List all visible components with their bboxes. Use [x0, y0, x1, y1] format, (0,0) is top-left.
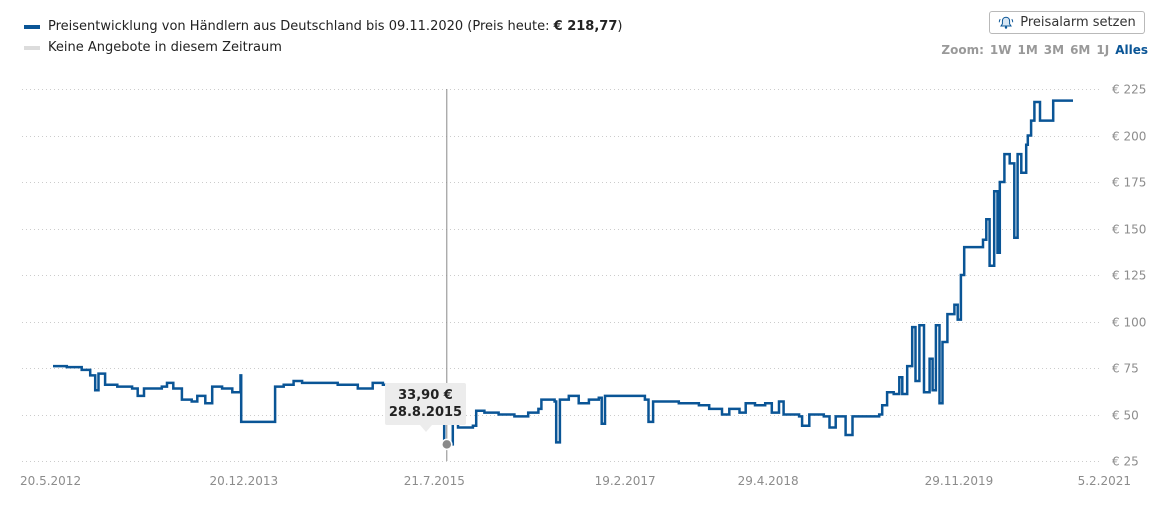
- grid-lines: [22, 89, 1102, 462]
- set-price-alarm-button[interactable]: Preisalarm setzen: [989, 11, 1145, 34]
- tooltip-price: 33,90 €: [398, 388, 453, 403]
- current-price: € 218,77: [553, 19, 618, 34]
- zoom-option-1m[interactable]: 1M: [1017, 43, 1038, 57]
- hover-point-marker: [441, 438, 453, 451]
- x-tick-label: 20.5.2012: [20, 474, 81, 488]
- zoom-option-6m[interactable]: 6M: [1070, 43, 1091, 57]
- legend-series-label: Preisentwicklung von Händlern aus Deutsc…: [48, 19, 623, 34]
- y-tick-label: € 125: [1112, 269, 1146, 283]
- y-tick-label: € 150: [1112, 223, 1146, 237]
- zoom-option-3m[interactable]: 3M: [1043, 43, 1065, 57]
- y-axis-ticks: € 25 € 50 € 75 € 100 € 125 € 150 € 175 € 200 € 2…: [1112, 83, 1146, 469]
- x-tick-label: 29.11.2019: [925, 474, 994, 488]
- x-tick-label: 5.2.2021: [1078, 474, 1131, 488]
- no-offers-swatch: [24, 45, 40, 50]
- x-tick-label: 19.2.2017: [595, 474, 656, 488]
- series-layer: [53, 99, 1073, 446]
- y-tick-label: € 175: [1112, 176, 1146, 190]
- price-tooltip: 33,90 € 28.8.2015: [385, 383, 466, 432]
- price-alarm-label: Preisalarm setzen: [1020, 15, 1136, 30]
- zoom-option-1w[interactable]: 1W: [989, 43, 1012, 57]
- y-tick-label: € 75: [1112, 362, 1139, 376]
- x-tick-label: 20.12.2013: [209, 474, 278, 488]
- y-tick-label: € 25: [1112, 455, 1139, 469]
- zoom-option-alles[interactable]: Alles: [1115, 43, 1148, 57]
- legend-item-no-offers[interactable]: Keine Angebote in diesem Zeitraum: [24, 37, 622, 58]
- x-tick-label: 29.4.2018: [738, 474, 799, 488]
- tooltip-date: 28.8.2015: [388, 405, 463, 420]
- zoom-selector: Zoom: 1W 1M 3M 6M 1J Alles: [941, 43, 1148, 57]
- x-tick-label: 21.7.2015: [404, 474, 465, 488]
- chart-legend: Preisentwicklung von Händlern aus Deutsc…: [24, 16, 622, 58]
- x-axis-ticks: 20.5.2012 20.12.2013 21.7.2015 19.2.2017 29.…: [20, 474, 1131, 488]
- zoom-option-1j[interactable]: 1J: [1096, 43, 1110, 57]
- y-tick-label: € 200: [1112, 130, 1146, 144]
- bell-icon: [998, 15, 1014, 31]
- y-tick-label: € 225: [1112, 83, 1146, 97]
- y-tick-label: € 50: [1112, 409, 1139, 423]
- price-series-line[interactable]: [53, 99, 1073, 446]
- series-swatch: [24, 24, 40, 29]
- zoom-label: Zoom:: [941, 43, 984, 57]
- legend-no-offers-label: Keine Angebote in diesem Zeitraum: [48, 40, 282, 55]
- y-tick-label: € 100: [1112, 316, 1146, 330]
- legend-item-price-series[interactable]: Preisentwicklung von Händlern aus Deutsc…: [24, 16, 622, 37]
